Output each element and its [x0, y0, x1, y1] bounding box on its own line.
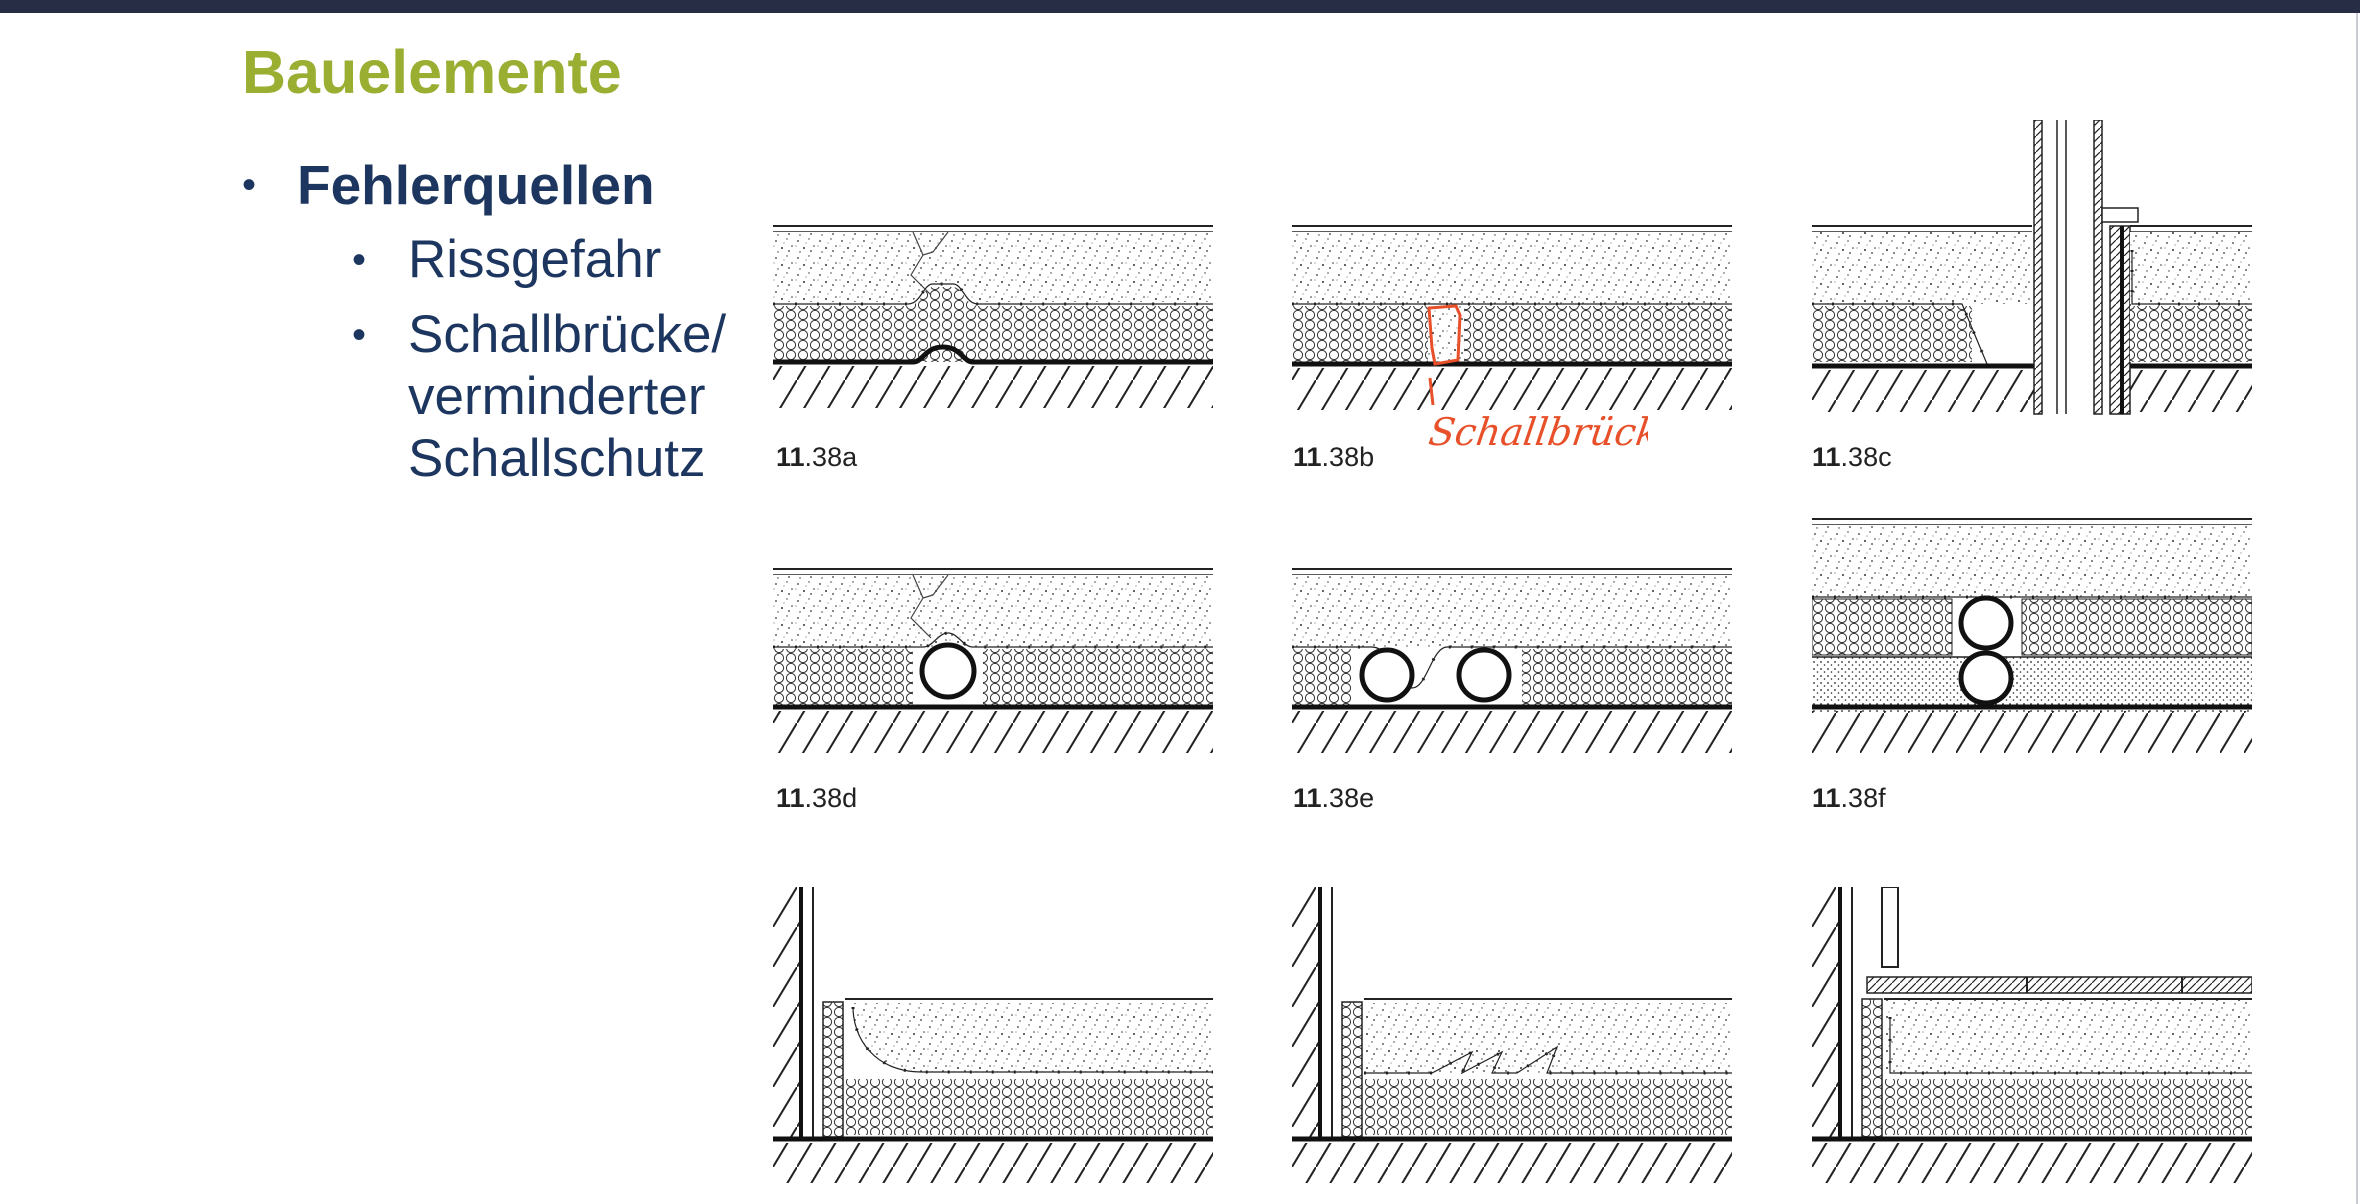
caption-11-38a: 11.38a — [776, 442, 857, 473]
figure-bottom-left — [773, 887, 1213, 1183]
caption-suffix: .38a — [804, 442, 858, 472]
slide-title: Bauelemente — [242, 38, 622, 106]
bullet-main: Fehlerquellen — [297, 154, 655, 216]
caption-11-38d: 11.38d — [776, 783, 857, 814]
caption-prefix: 11 — [776, 442, 805, 472]
caption-prefix: 11 — [776, 783, 805, 813]
bullet-dot: • — [352, 238, 367, 282]
sub-bullet-1: Rissgefahr — [408, 230, 662, 289]
caption-suffix: .38b — [1321, 442, 1375, 472]
caption-11-38e: 11.38e — [1293, 783, 1374, 814]
slide-right-border — [2356, 13, 2358, 1204]
handwritten-text: Schallbrücke — [1428, 411, 1648, 455]
figure-11-38d — [773, 568, 1213, 753]
figure-11-38a — [773, 225, 1213, 408]
caption-11-38c: 11.38c — [1812, 442, 1892, 473]
handwritten-annotation: Schallbrücke — [1428, 411, 1648, 455]
caption-11-38f: 11.38f — [1812, 783, 1886, 814]
caption-prefix: 11 — [1812, 442, 1841, 472]
caption-suffix: .38c — [1840, 442, 1892, 472]
caption-prefix: 11 — [1293, 783, 1322, 813]
figure-bottom-middle — [1292, 887, 1732, 1183]
sub-bullet-2-line-3: Schallschutz — [408, 429, 706, 488]
bullet-dot: • — [242, 163, 257, 207]
caption-suffix: .38f — [1840, 783, 1886, 813]
figure-11-38c — [1812, 120, 2252, 415]
caption-suffix: .38e — [1321, 783, 1375, 813]
top-bar — [0, 0, 2360, 13]
figure-11-38e — [1292, 568, 1732, 753]
sub-bullet-2-line-2: verminderter — [408, 367, 706, 426]
caption-prefix: 11 — [1812, 783, 1841, 813]
figure-11-38f — [1812, 518, 2252, 753]
caption-prefix: 11 — [1293, 442, 1322, 472]
figure-bottom-right — [1812, 887, 2252, 1183]
sub-bullet-2: Schallbrücke/ — [408, 305, 727, 364]
caption-suffix: .38d — [804, 783, 858, 813]
figure-11-38b — [1292, 225, 1732, 410]
bullet-dot: • — [352, 313, 367, 357]
caption-11-38b: 11.38b — [1293, 442, 1374, 473]
